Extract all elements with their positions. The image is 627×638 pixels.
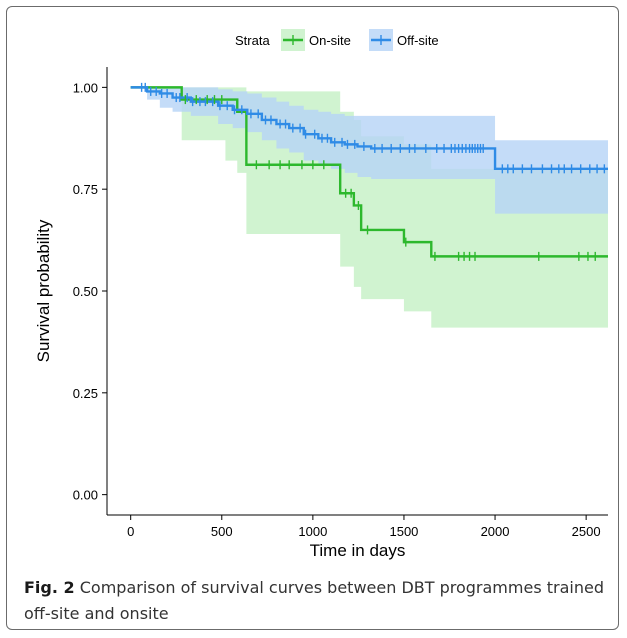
survival-chart: 0 500 1000 1500 2000 2500 0.00 0.25 0.50 0.75 1.0… — [34, 29, 608, 560]
x-tick-label: 1000 — [298, 524, 327, 539]
y-tick-label: 0.50 — [73, 284, 98, 299]
x-tick-label: 0 — [127, 524, 134, 539]
series-line-off-site — [130, 86, 608, 171]
x-tick-label: 2500 — [572, 524, 601, 539]
y-tick-label: 1.00 — [73, 80, 98, 95]
y-ticks: 0.00 0.25 0.50 0.75 1.00 — [73, 80, 107, 503]
legend-label-off-site: Off-site — [397, 33, 439, 48]
y-tick-label: 0.25 — [73, 386, 98, 401]
survival-curves — [130, 86, 608, 258]
confidence-bands — [130, 87, 608, 328]
legend: Strata On-site Off-site — [235, 29, 439, 51]
x-ticks: 0 500 1000 1500 2000 2500 — [127, 515, 601, 539]
legend-title: Strata — [235, 33, 270, 48]
y-tick-label: 0.00 — [73, 488, 98, 503]
caption-text: Comparison of survival curves between DB… — [24, 578, 604, 623]
x-tick-label: 2000 — [481, 524, 510, 539]
y-tick-label: 0.75 — [73, 182, 98, 197]
y-axis-label: Survival probability — [34, 219, 53, 362]
x-axis-label: Time in days — [310, 541, 406, 560]
x-tick-label: 500 — [211, 524, 233, 539]
x-tick-label: 1500 — [389, 524, 418, 539]
ci-band-off-site — [130, 87, 608, 214]
figure-caption: Fig. 2 Comparison of survival curves bet… — [24, 575, 614, 627]
censor-marks — [140, 82, 606, 261]
legend-label-on-site: On-site — [309, 33, 351, 48]
ci-band-on-site — [130, 87, 608, 328]
caption-label: Fig. 2 — [24, 578, 75, 597]
figure-panel: 0 500 1000 1500 2000 2500 0.00 0.25 0.50 0.75 1.0… — [6, 6, 619, 630]
series-line-on-site — [130, 86, 608, 258]
